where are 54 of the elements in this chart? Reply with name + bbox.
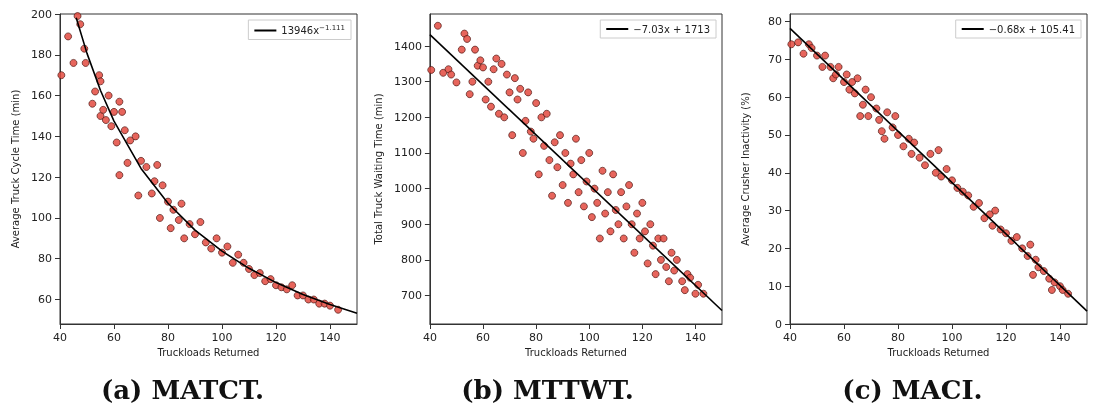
x-tick-label: 60 <box>837 331 851 344</box>
y-tick-label: 100 <box>31 211 52 225</box>
y-tick-label: 80 <box>38 252 52 266</box>
y-tick-label: 60 <box>768 90 782 104</box>
x-tick-label: 80 <box>529 331 544 344</box>
text: (c) MACI. <box>842 375 983 405</box>
y-tick-label: 120 <box>31 170 52 184</box>
y-tick-label: 800 <box>400 253 422 267</box>
text: (b) MTTWT. <box>461 375 634 405</box>
x-tick-label: 100 <box>578 331 600 344</box>
y-tick-label: 1300 <box>393 75 422 89</box>
y-tick-label: 180 <box>31 48 52 62</box>
y-tick-label: 70 <box>768 52 782 66</box>
y-tick-label: 1100 <box>393 146 422 160</box>
x-tick-label: 80 <box>891 331 905 344</box>
x-axis-title: Truckloads Returned <box>524 347 627 359</box>
y-tick-label: 200 <box>31 7 52 21</box>
x-tick-label: 120 <box>995 331 1017 344</box>
x-tick-label: 40 <box>783 331 797 344</box>
y-axis-title: Average Crusher Inactivity (%) <box>739 92 751 246</box>
x-tick-label: 140 <box>319 331 341 344</box>
y-tick-label: 700 <box>400 288 422 302</box>
x-tick-label: 80 <box>161 331 175 344</box>
y-axis-title: Total Truck Waiting Time (min) <box>372 93 384 246</box>
x-tick-label: 60 <box>476 331 490 344</box>
y-tick-label: 80 <box>768 15 782 29</box>
y-tick-label: 160 <box>31 89 52 103</box>
x-tick-label: 60 <box>107 331 121 344</box>
x-tick-label: 120 <box>265 331 287 344</box>
y-tick-label: 30 <box>768 204 782 218</box>
x-tick-label: 40 <box>422 331 437 344</box>
x-tick-label: 100 <box>211 331 233 344</box>
x-tick-label: 140 <box>684 331 706 344</box>
y-tick-label: 1200 <box>393 110 422 124</box>
y-tick-label: 1000 <box>393 182 422 196</box>
y-tick-label: 50 <box>768 128 782 142</box>
y-tick-label: 1400 <box>393 39 422 53</box>
y-tick-label: 20 <box>768 241 782 255</box>
y-tick-label: 0 <box>775 317 782 331</box>
legend-label: −7.03x + 1713 <box>633 23 710 35</box>
legend-label: −0.68x + 105.41 <box>988 23 1076 35</box>
y-tick-label: 900 <box>400 217 422 231</box>
y-tick-label: 140 <box>31 129 52 143</box>
x-tick-label: 120 <box>631 331 653 344</box>
x-tick-label: 100 <box>941 331 963 344</box>
y-axis-title: Average Truck Cycle Time (min) <box>9 89 21 249</box>
y-tick-label: 10 <box>768 279 782 293</box>
x-tick-label: 40 <box>53 331 67 344</box>
y-tick-label: 40 <box>768 166 782 180</box>
x-axis-title: Truckloads Returned <box>886 347 990 359</box>
x-tick-label: 140 <box>1049 331 1071 344</box>
y-tick-label: 60 <box>38 293 52 307</box>
x-axis-title: Truckloads Returned <box>156 347 260 359</box>
text: (a) MATCT. <box>100 375 265 405</box>
